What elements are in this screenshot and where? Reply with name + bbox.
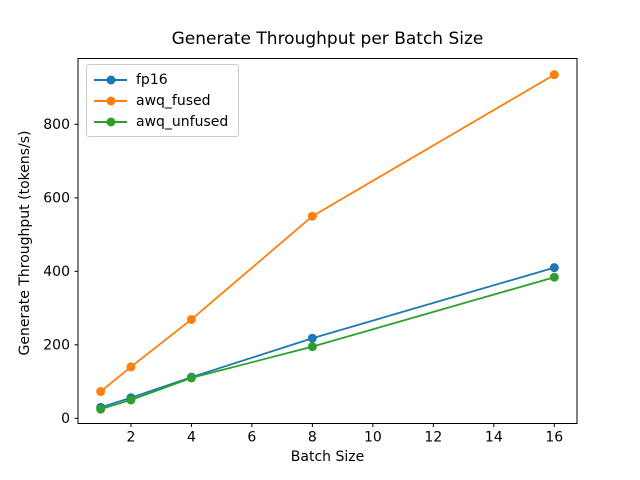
data-point-awq_fused xyxy=(186,314,196,324)
chart-title: Generate Throughput per Batch Size xyxy=(171,29,484,49)
legend: fp16 awq_fused awq_unfused xyxy=(86,64,240,137)
legend-line-marker-icon xyxy=(94,117,127,127)
x-axis-label: Batch Size xyxy=(290,449,365,465)
legend-marker-dot xyxy=(106,117,115,126)
data-point-awq_unfused xyxy=(186,373,196,383)
series-line-awq_unfused xyxy=(99,276,556,411)
x-tick-label: 8 xyxy=(308,430,317,446)
x-tick-label: 14 xyxy=(485,430,503,446)
legend-line-marker-icon xyxy=(94,96,127,106)
x-tick-label: 10 xyxy=(364,430,382,446)
data-point-awq_unfused xyxy=(96,404,106,414)
y-tick-label: 600 xyxy=(43,190,70,206)
data-point-awq_fused xyxy=(126,362,136,372)
data-point-awq_unfused xyxy=(307,342,317,352)
data-point-awq_fused xyxy=(307,211,317,221)
legend-marker-dot xyxy=(106,75,115,84)
legend-item-fp16: fp16 xyxy=(94,69,228,90)
legend-label: fp16 xyxy=(136,71,168,88)
legend-item-awq_unfused: awq_unfused xyxy=(94,111,228,132)
data-point-fp16 xyxy=(549,263,559,273)
data-point-awq_unfused xyxy=(126,395,136,405)
data-point-awq_unfused xyxy=(549,272,559,282)
legend-label: awq_unfused xyxy=(136,113,229,130)
y-tick-label: 800 xyxy=(43,117,70,133)
axes-frame xyxy=(77,58,578,424)
x-tick-label: 16 xyxy=(545,430,563,446)
y-axis-label: Generate Throughput (tokens/s) xyxy=(17,130,33,356)
y-tick-label: 200 xyxy=(43,337,70,353)
data-point-fp16 xyxy=(307,333,317,343)
y-tick-label: 0 xyxy=(61,411,70,427)
x-tick-label: 12 xyxy=(424,430,442,446)
legend-marker-dot xyxy=(106,96,115,105)
legend-item-awq_fused: awq_fused xyxy=(94,90,228,111)
x-tick-label: 6 xyxy=(247,430,256,446)
y-tick-label: 400 xyxy=(43,264,70,280)
legend-label: awq_fused xyxy=(136,92,211,109)
x-tick-label: 2 xyxy=(126,430,135,446)
data-point-awq_fused xyxy=(96,387,106,397)
x-tick-label: 4 xyxy=(187,430,196,446)
legend-line-marker-icon xyxy=(94,75,127,85)
data-point-awq_fused xyxy=(549,70,559,80)
